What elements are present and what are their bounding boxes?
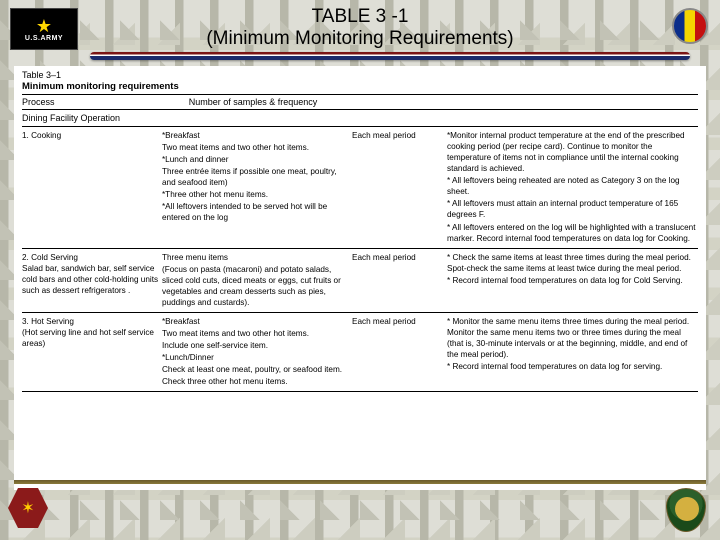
table-row: 1. Cooking *Breakfast Two meat items and… xyxy=(22,127,698,249)
process-cell: 1. Cooking xyxy=(22,130,162,245)
freq-cell: Each meal period xyxy=(352,130,447,245)
col-process: Process xyxy=(22,97,162,107)
notes-cell: * Check the same items at least three ti… xyxy=(447,252,698,309)
col-samples: Number of samples & frequency xyxy=(162,97,352,107)
freq-cell: Each meal period xyxy=(352,316,447,388)
table-panel: Table 3–1 Minimum monitoring requirement… xyxy=(14,66,706,490)
army-logo: ★ U.S.ARMY xyxy=(10,8,78,50)
col-freq xyxy=(352,97,447,107)
header-divider xyxy=(90,52,690,60)
round-flag-badge xyxy=(672,8,708,44)
hex-icon: ✶ xyxy=(8,488,48,528)
table-title: Minimum monitoring requirements xyxy=(22,81,698,95)
col-notes xyxy=(447,97,698,107)
slide-header: TABLE 3 -1 (Minimum Monitoring Requireme… xyxy=(0,0,720,50)
page-subtitle: (Minimum Monitoring Requirements) xyxy=(0,28,720,50)
table-row: 3. Hot Serving (Hot serving line and hot… xyxy=(22,313,698,392)
army-text: U.S.ARMY xyxy=(25,35,63,42)
footer-badge-left: ✶ xyxy=(8,488,54,534)
samples-cell: *Breakfast Two meat items and two other … xyxy=(162,316,352,388)
process-cell: 2. Cold Serving Salad bar, sandwich bar,… xyxy=(22,252,162,309)
notes-cell: *Monitor internal product temperature at… xyxy=(447,130,698,245)
star-icon: ★ xyxy=(36,17,52,35)
process-cell: 3. Hot Serving (Hot serving line and hot… xyxy=(22,316,162,388)
footer-divider xyxy=(14,480,706,484)
section-header: Dining Facility Operation xyxy=(22,110,698,127)
samples-cell: Three menu items (Focus on pasta (macaro… xyxy=(162,252,352,309)
notes-cell: * Monitor the same menu items three time… xyxy=(447,316,698,388)
shield-icon xyxy=(666,488,706,532)
page-title: TABLE 3 -1 xyxy=(0,6,720,28)
freq-cell: Each meal period xyxy=(352,252,447,309)
samples-cell: *Breakfast Two meat items and two other … xyxy=(162,130,352,245)
footer-badge-right xyxy=(666,488,712,534)
table-label: Table 3–1 xyxy=(22,70,698,80)
table-row: 2. Cold Serving Salad bar, sandwich bar,… xyxy=(22,249,698,313)
table-header-row: Process Number of samples & frequency xyxy=(22,95,698,110)
